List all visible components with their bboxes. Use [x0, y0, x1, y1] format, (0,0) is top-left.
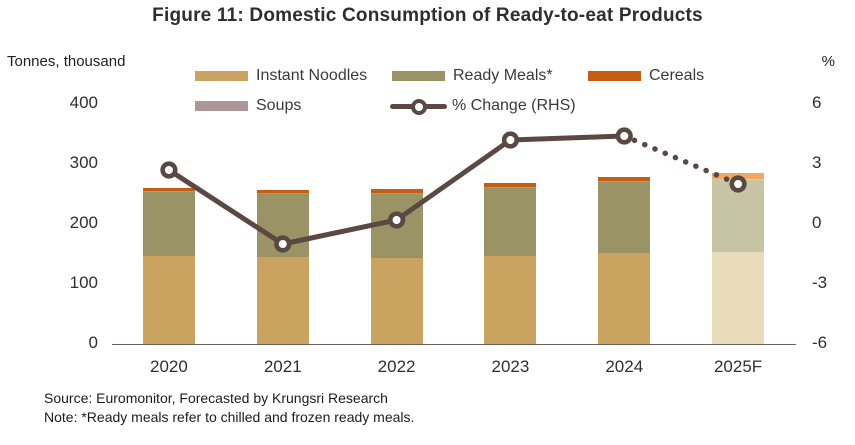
right-axis-tick-3: 3 [812, 153, 822, 172]
left-axis-tick-200: 200 [69, 213, 98, 232]
bar-segment-instant-noodles-2025F [712, 252, 765, 344]
bar-segment-instant-noodles-2021 [256, 257, 309, 344]
bar-segment-cereals-2020 [142, 188, 195, 191]
chart-title: Figure 11: Domestic Consumption of Ready… [152, 5, 703, 26]
ready-meals-swatch-icon [392, 71, 445, 81]
right-axis-tick--3: -3 [812, 273, 828, 292]
left-axis-tick-0: 0 [88, 333, 98, 352]
pct-change-marker-2020 [160, 161, 178, 179]
bar-segment-soups-2020 [142, 191, 195, 192]
bar-segment-soups-2025F [712, 179, 765, 180]
bar-segment-cereals-2022 [370, 189, 423, 193]
bar-segment-ready-meals--2023 [484, 187, 537, 257]
left-axis-unit-label: Tonnes, thousand [7, 53, 126, 70]
bar-segment-ready-meals--2021 [256, 193, 309, 257]
bar-segment-instant-noodles-2023 [484, 256, 537, 344]
x-axis-tick-2022: 2022 [377, 357, 416, 376]
soups-swatch-icon [195, 101, 248, 111]
pct-change-line-marker-icon [390, 97, 447, 115]
bar-segment-instant-noodles-2020 [142, 256, 195, 344]
legend-item-pct-change: % Change (RHS) [390, 97, 576, 115]
right-axis-tick--6: -6 [812, 333, 828, 352]
x-axis-tick-2021: 2021 [263, 357, 302, 376]
legend-label: % Change (RHS) [452, 97, 576, 114]
x-axis-tick-2023: 2023 [491, 357, 530, 376]
left-axis-tick-300: 300 [69, 153, 98, 172]
x-axis-tick-2020: 2020 [149, 357, 188, 376]
legend-item-instant-noodles: Instant Noodles [195, 67, 367, 85]
bar-segment-cereals-2021 [256, 189, 309, 193]
bar-segment-soups-2022 [370, 192, 423, 194]
legend-label: Cereals [649, 67, 705, 84]
bar-segment-ready-meals--2024 [598, 182, 651, 254]
bar-segment-soups-2023 [484, 186, 537, 188]
right-axis-unit-label: % [821, 53, 835, 70]
left-axis-tick-100: 100 [69, 273, 98, 292]
source-text: Source: Euromonitor, Forecasted by Krung… [44, 390, 388, 406]
left-axis-tick-400: 400 [69, 93, 98, 112]
legend-item-cereals: Cereals [588, 67, 704, 85]
bar-segment-soups-2024 [598, 181, 651, 182]
legend-item-soups: Soups [195, 97, 301, 115]
legend-label: Soups [256, 97, 302, 114]
legend-label: Instant Noodles [256, 67, 368, 84]
bar-segment-cereals-2023 [484, 182, 537, 187]
bar-segment-cereals-2025F [712, 173, 765, 179]
bar-segment-instant-noodles-2022 [370, 258, 423, 344]
legend-item-ready-meals: Ready Meals* [392, 67, 553, 85]
cereals-swatch-icon [588, 71, 641, 81]
bar-segment-cereals-2024 [598, 176, 651, 182]
bar-segment-instant-noodles-2024 [598, 253, 651, 344]
pct-change-marker-2023 [501, 131, 520, 149]
legend-label: Ready Meals* [453, 67, 553, 84]
bar-segment-ready-meals--2022 [370, 193, 423, 259]
x-axis-tick-2024: 2024 [605, 357, 644, 376]
right-axis-tick-6: 6 [812, 93, 822, 112]
instant-noodles-swatch-icon [195, 71, 248, 81]
x-axis-tick-2025F: 2025F [713, 357, 763, 376]
note-text: Note: *Ready meals refer to chilled and … [44, 409, 415, 425]
line-swatch-dot [411, 99, 427, 115]
bar-segment-ready-meals--2020 [142, 191, 195, 257]
right-axis-tick-0: 0 [812, 213, 822, 232]
pct-change-marker-2024 [615, 127, 633, 145]
x-axis-baseline [112, 344, 796, 345]
bar-segment-soups-2021 [256, 192, 309, 194]
bar-segment-ready-meals--2025F [712, 179, 765, 253]
